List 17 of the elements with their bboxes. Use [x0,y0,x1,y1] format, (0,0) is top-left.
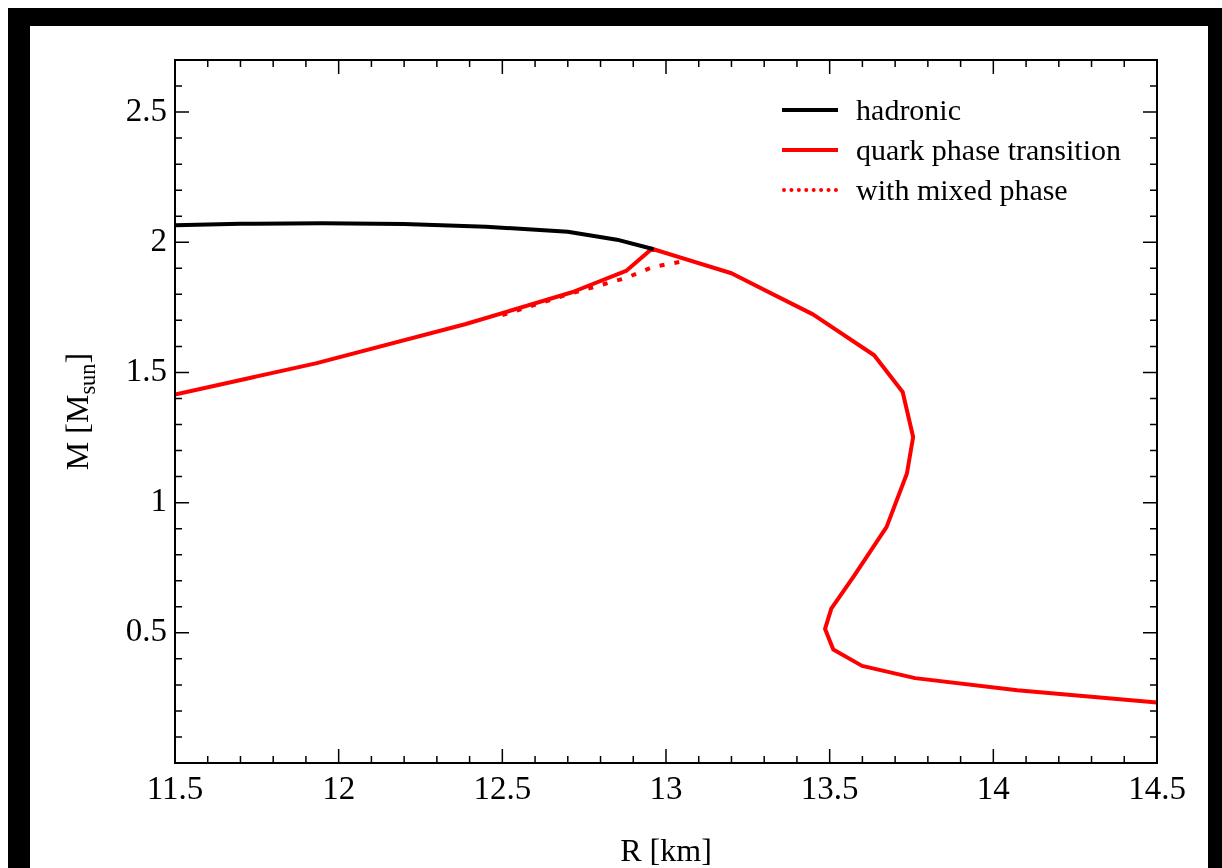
y-tick-label: 2 [150,221,167,258]
y-tick-label: 1.5 [125,352,167,389]
x-axis-title: R [km] [620,832,712,868]
legend-label: with mixed phase [856,173,1068,207]
y-tick-label: 0.5 [125,612,167,649]
y-tick-label: 1 [150,482,167,519]
legend-label: quark phase transition [856,133,1121,167]
x-tick-label: 14.5 [1128,770,1186,807]
x-tick-label: 12 [322,770,356,807]
x-tick-label: 12.5 [473,770,532,807]
y-axis-title: M [Msun] [59,352,101,471]
x-tick-label: 13.5 [800,770,859,807]
x-tick-label: 13 [649,770,683,807]
x-tick-label: 11.5 [146,770,204,807]
legend-label: hadronic [856,93,962,127]
y-tick-label: 2.5 [125,91,167,128]
x-tick-label: 14 [976,770,1010,807]
